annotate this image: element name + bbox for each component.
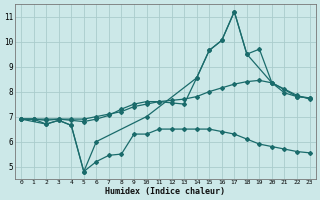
- X-axis label: Humidex (Indice chaleur): Humidex (Indice chaleur): [105, 187, 225, 196]
